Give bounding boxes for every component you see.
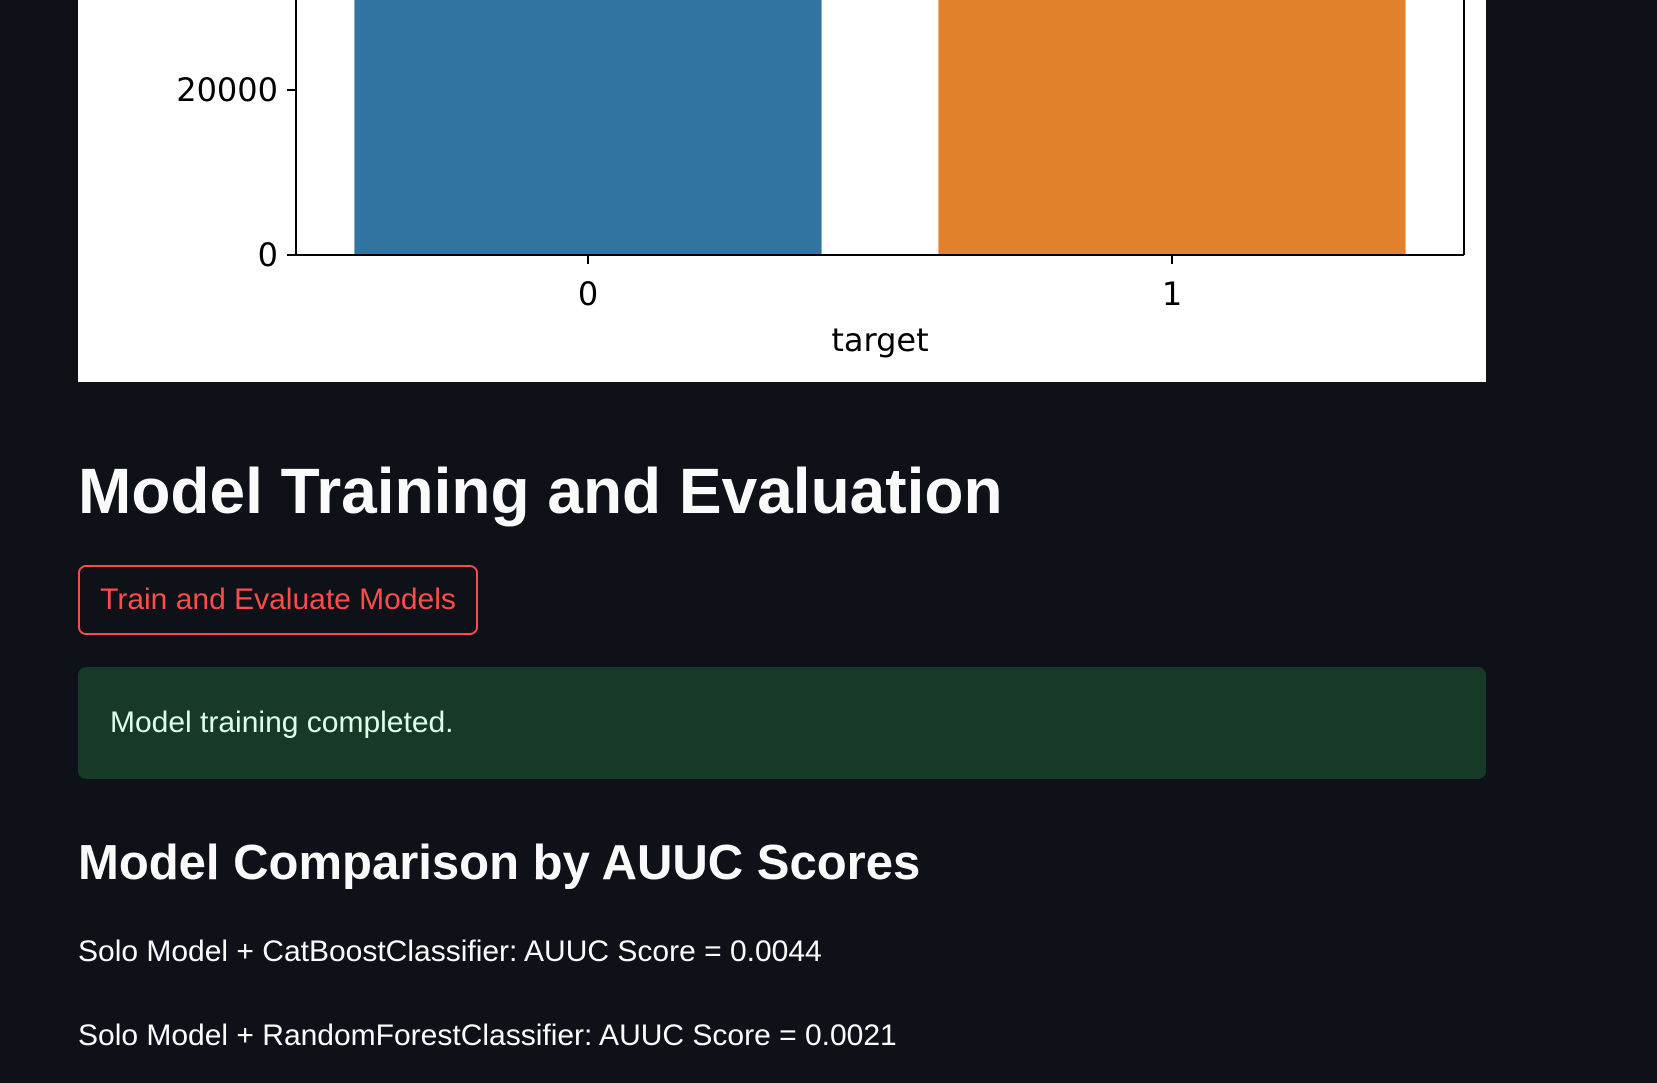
target-distribution-chart: 0 20000 0 1 target [78, 0, 1486, 382]
y-tick-label-0: 0 [258, 236, 278, 274]
y-tick-label-20000: 20000 [176, 71, 278, 109]
train-evaluate-button[interactable]: Train and Evaluate Models [78, 565, 478, 635]
x-axis-title: target [831, 321, 928, 359]
score-line-catboost: Solo Model + CatBoostClassifier: AUUC Sc… [78, 935, 822, 968]
score-line-randomforest: Solo Model + RandomForestClassifier: AUU… [78, 1019, 897, 1052]
success-alert: Model training completed. [78, 667, 1486, 779]
comparison-title: Model Comparison by AUUC Scores [78, 836, 921, 890]
x-tick-label-0: 0 [578, 275, 598, 313]
page-section-title: Model Training and Evaluation [78, 455, 1003, 527]
bar-1 [938, 0, 1406, 255]
chart-svg: 0 20000 0 1 target [176, 0, 1465, 359]
success-alert-text: Model training completed. [110, 706, 454, 739]
bar-0 [354, 0, 822, 255]
x-tick-label-1: 1 [1162, 275, 1182, 313]
